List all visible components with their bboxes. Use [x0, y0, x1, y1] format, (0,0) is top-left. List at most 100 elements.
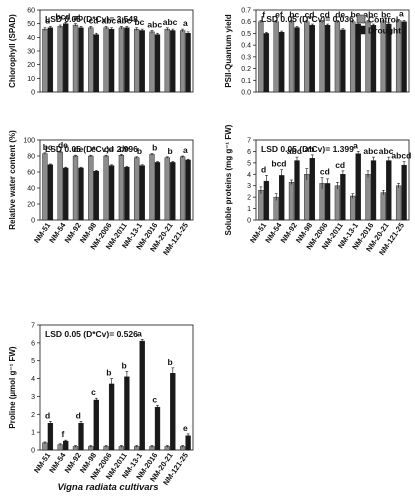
significance-letter: de: [119, 143, 129, 153]
drought-bar: [185, 159, 191, 221]
significance-letter: cd: [305, 10, 315, 20]
control-bar: [57, 151, 63, 221]
drought-bar: [93, 170, 99, 221]
control-bar: [380, 192, 386, 221]
drought-bar: [93, 399, 99, 451]
significance-letter: de: [73, 144, 83, 154]
y-tick-label: 0.6: [241, 19, 251, 26]
y-tick-label: 100: [23, 138, 35, 145]
drought-bar: [78, 27, 84, 93]
y-tick-label: 6: [247, 149, 251, 156]
drought-bar: [47, 164, 54, 221]
significance-letter: ab: [305, 144, 315, 154]
drought-bar: [401, 164, 407, 221]
legend-label: Control: [368, 15, 398, 25]
control-bar: [164, 157, 170, 221]
significance-letter: cd: [320, 10, 330, 20]
significance-letter: c: [152, 394, 157, 404]
drought-bar: [47, 423, 54, 451]
legend-swatch: [356, 25, 366, 35]
significance-letter: abc: [363, 146, 378, 156]
control-bar: [42, 28, 48, 93]
y-tick-label: 80: [27, 154, 35, 161]
significance-letter: b: [167, 357, 172, 367]
y-tick-label: 1: [31, 430, 35, 437]
drought-bar: [170, 30, 176, 93]
y-tick-label: 1: [247, 206, 251, 213]
control-bar: [88, 27, 94, 93]
drought-bar: [154, 406, 161, 451]
significance-letter: a: [353, 140, 358, 150]
drought-bar: [124, 166, 130, 221]
lsd-annotation: LSD 0.05 (D*Cv)= 3.548: [45, 14, 138, 24]
drought-bar: [108, 28, 115, 93]
control-bar: [365, 174, 371, 221]
y-tick-label: 50: [27, 21, 35, 28]
significance-letter: f: [262, 10, 265, 20]
drought-bar: [340, 29, 346, 93]
drought-bar: [324, 25, 331, 93]
significance-letter: abc: [102, 15, 117, 25]
drought-bar: [78, 167, 84, 221]
legend-label: Drought: [368, 26, 401, 36]
drought-bar: [139, 30, 145, 93]
y-axis-label: Chlorophyll (SPAD): [8, 14, 17, 88]
drought-bar: [263, 33, 270, 93]
significance-letter: b: [106, 368, 111, 378]
y-tick-label: 0.3: [241, 54, 251, 61]
significance-letter: cd: [104, 144, 114, 154]
chart-panel-3: 0 20 40 60 80 100 Relative water content (%) LS…: [8, 130, 194, 257]
drought-bar: [170, 373, 176, 451]
drought-bar: [108, 383, 115, 451]
significance-letter: de: [335, 10, 345, 20]
control-bar: [334, 185, 341, 221]
control-bar: [103, 155, 109, 221]
y-axis-label: Soluble proteins (mg g⁻¹ FW): [224, 124, 233, 235]
y-tick-label: 5: [247, 160, 251, 167]
drought-bar: [324, 183, 331, 221]
y-tick-label: 0.5: [241, 31, 251, 38]
significance-letter: bc: [43, 142, 53, 152]
significance-letter: c: [91, 387, 96, 397]
drought-bar: [124, 27, 130, 93]
drought-bar: [63, 440, 69, 451]
control-bar: [149, 31, 155, 93]
y-tick-label: 7: [247, 138, 251, 145]
significance-letter: cd: [89, 15, 99, 25]
drought-bar: [139, 340, 145, 451]
significance-letter: a: [183, 145, 188, 155]
significance-letter: e: [183, 423, 188, 433]
drought-bar: [47, 27, 54, 93]
y-tick-label: 30: [27, 49, 35, 56]
drought-bar: [93, 34, 99, 93]
significance-letter: b: [137, 146, 142, 156]
control-bar: [304, 21, 310, 93]
y-tick-label: 7: [31, 323, 35, 330]
significance-letter: bc: [289, 10, 299, 20]
y-tick-label: 10: [27, 76, 35, 83]
drought-bar: [386, 160, 392, 221]
drought-bar: [108, 165, 115, 221]
significance-letter: cd: [320, 167, 330, 177]
drought-bar: [263, 180, 270, 221]
control-bar: [288, 182, 295, 221]
significance-letter: e: [91, 144, 96, 154]
significance-letter: bc: [350, 10, 360, 20]
significance-letter: f: [62, 429, 65, 439]
control-bar: [273, 21, 279, 93]
y-tick-label: 0.1: [241, 78, 251, 85]
chart-panel-5: 0 1 2 3 4 5 6 7 Proline (µmol g⁻¹ FW) LSD 0.05 (D…: [8, 323, 194, 487]
drought-bar: [185, 33, 191, 93]
plot-frame: [39, 324, 194, 451]
significance-letter: b: [122, 360, 127, 370]
significance-letter: bcd: [271, 159, 286, 169]
control-bar: [350, 195, 356, 221]
significance-letter: bc: [134, 17, 144, 27]
drought-bar: [355, 153, 361, 221]
drought-bar: [370, 160, 377, 221]
y-tick-label: 60: [27, 8, 35, 15]
control-bar: [57, 26, 63, 93]
significance-letter: ef: [275, 10, 283, 20]
